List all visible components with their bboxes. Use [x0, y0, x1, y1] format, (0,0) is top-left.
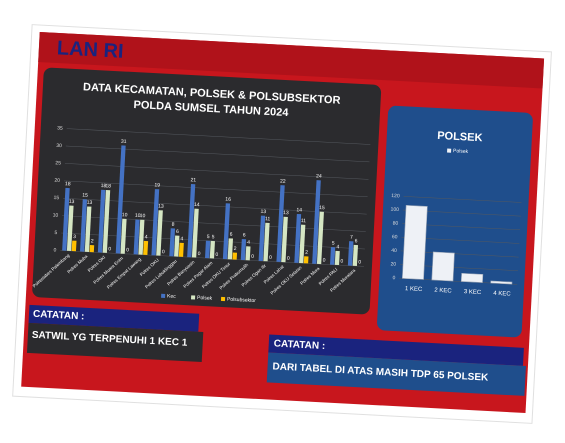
bar [432, 252, 455, 281]
data-label: 21 [190, 177, 196, 183]
chart-title: POLSEK [437, 130, 483, 144]
data-label: 15 [319, 205, 325, 211]
data-label: 11 [301, 218, 307, 224]
y-tick-label: 0 [392, 275, 395, 281]
bar [330, 247, 335, 265]
data-label: 13 [283, 210, 289, 216]
y-tick-label: 20 [54, 178, 60, 184]
y-tick-label: 20 [390, 261, 396, 267]
logo: LAN RI [56, 37, 124, 62]
data-label: 31 [121, 139, 127, 145]
bar [72, 241, 77, 252]
y-tick-label: 40 [391, 248, 397, 254]
legend-swatch [161, 294, 165, 298]
data-label: 7 [350, 235, 353, 241]
data-label: 4 [247, 240, 250, 246]
data-label: 0 [251, 254, 254, 260]
data-label: 0 [215, 252, 218, 258]
y-tick-label: 10 [52, 212, 58, 218]
data-label: 13 [87, 200, 93, 206]
legend-label: Kec [167, 293, 176, 299]
bar [205, 241, 210, 259]
legend-label: Polsek [453, 148, 469, 155]
data-label: 6 [176, 229, 179, 235]
slide: LAN RI CATATAN : SATWIL YG TERPENUHI 1 K… [13, 25, 552, 424]
data-label: 0 [340, 258, 343, 264]
x-tick-label: 3 KEC [464, 289, 482, 296]
bar [179, 243, 184, 257]
data-label: 13 [260, 209, 266, 215]
data-label: 0 [287, 256, 290, 262]
data-label: 11 [265, 216, 271, 222]
data-label: 5 [211, 234, 214, 240]
data-label: 22 [280, 178, 286, 184]
x-tick-label: 4 KEC [493, 291, 511, 298]
legend-swatch [221, 297, 225, 301]
data-label: 6 [243, 232, 246, 238]
data-label: 13 [69, 199, 75, 205]
y-tick-label: 15 [53, 195, 59, 201]
y-tick-label: 80 [393, 220, 399, 226]
data-label: 2 [305, 250, 308, 256]
data-label: 8 [172, 222, 175, 228]
bar [90, 245, 95, 252]
data-label: 24 [316, 173, 322, 179]
data-label: 3 [73, 234, 76, 240]
bar [335, 251, 340, 265]
data-label: 4 [145, 234, 148, 240]
x-tick-label: 1 KEC [405, 286, 423, 293]
data-label: 10 [122, 212, 128, 218]
data-label: 6 [355, 238, 358, 244]
data-label: 5 [332, 241, 335, 247]
data-label: 10 [140, 213, 146, 219]
y-tick-label: 100 [390, 207, 399, 213]
legend-swatch [191, 295, 195, 299]
y-tick-label: 0 [53, 247, 56, 253]
data-label: 18 [65, 181, 71, 187]
bar [304, 256, 309, 263]
data-label: 0 [197, 251, 200, 257]
bar [402, 205, 427, 279]
data-label: 0 [269, 255, 272, 261]
screen: LAN RI CATATAN : SATWIL YG TERPENUHI 1 K… [0, 0, 565, 443]
data-label: 0 [162, 249, 165, 255]
bar [245, 246, 250, 260]
data-label: 15 [82, 193, 88, 199]
y-tick-label: 60 [392, 234, 398, 240]
bar [143, 241, 148, 255]
data-label: 5 [207, 234, 210, 240]
y-tick-label: 120 [391, 193, 400, 199]
y-tick-label: 25 [55, 160, 61, 166]
x-tick-label: 2 KEC [434, 288, 452, 295]
data-label: 14 [194, 202, 200, 208]
data-label: 0 [108, 246, 111, 252]
data-label: 0 [126, 247, 129, 253]
y-tick-label: 30 [56, 143, 62, 149]
data-label: 4 [336, 244, 339, 250]
page: {"logo": "LAN RI", "notes": [ {"heading"… [0, 0, 565, 443]
data-label: 18 [105, 183, 111, 189]
data-label: 13 [158, 204, 164, 210]
bar [232, 252, 237, 259]
data-label: 14 [296, 207, 302, 213]
bar [461, 273, 483, 282]
data-label: 6 [230, 232, 233, 238]
data-label: 4 [180, 236, 183, 242]
data-label: 19 [154, 182, 160, 188]
data-label: 16 [225, 197, 231, 203]
legend-label: Polsek [197, 295, 213, 302]
data-label: 2 [91, 238, 94, 244]
data-label: 0 [358, 259, 361, 265]
legend-swatch [447, 149, 451, 153]
y-tick-label: 5 [54, 230, 57, 236]
y-tick-label: 35 [57, 125, 63, 131]
bar [210, 241, 215, 259]
data-label: 2 [234, 246, 237, 252]
data-label: 0 [322, 258, 325, 264]
